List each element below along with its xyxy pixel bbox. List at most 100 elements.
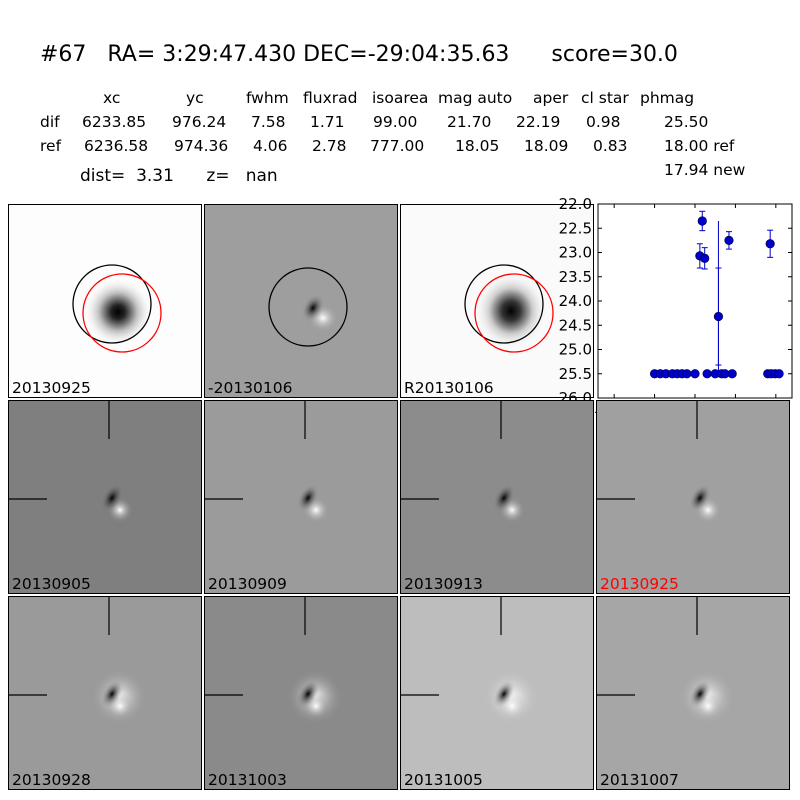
data-point [713,311,724,322]
data-point [682,369,692,379]
cell: 6233.85 [82,113,147,131]
stamp-label: 20130925 [600,575,679,593]
residual-black [689,484,711,512]
reference-image [464,264,554,353]
data-point [690,369,700,379]
stamp-label: 20131005 [404,771,483,789]
col-isoarea: isoarea [372,89,429,107]
stamp-panel: 20130909 [204,400,398,594]
cell: 18.05 [455,137,500,155]
col-xc: xc [103,89,121,107]
red-circle [474,273,554,353]
col-yc: yc [186,89,204,107]
col-mag-auto: mag auto [438,89,513,107]
stamp-panel: 20131007 [596,596,790,790]
stamp-label: 20130928 [12,771,91,789]
cell: 0.98 [586,113,621,131]
light-curve-plot: 22.022.523.023.524.024.525.025.526.0−100… [559,195,793,421]
data-point [727,369,737,379]
black-circle [268,267,348,347]
residual-black [101,484,123,512]
residual-black [297,484,319,512]
search-image [72,264,162,353]
data-point [702,369,712,379]
search-image-panel: 20130925 [8,204,202,398]
difference-image [268,267,348,347]
data-point [700,253,710,263]
y-tick-label: 25.0 [559,341,592,359]
row-label: dif [40,113,60,131]
light-curve-svg: 22.022.523.023.524.024.525.025.526.0−100… [559,195,793,421]
stamp-panel: 20131005 [400,596,594,790]
dist-line: dist= 3.31 z= nan [80,166,278,186]
cell: 7.58 [251,113,286,131]
y-tick-label: 22.0 [559,195,592,213]
y-tick-label: 22.5 [559,219,592,237]
stamp-image [205,401,329,523]
cell: 4.06 [253,137,288,155]
source-blob [475,273,547,349]
stamp-image [401,401,525,523]
residual-black [493,484,515,512]
stamp-panel: 20130925 [596,400,790,594]
col-cl-star: cl star [581,89,629,107]
stamp-image [205,597,343,725]
cell: 0.83 [593,137,628,155]
cell: 22.19 [516,113,561,131]
y-tick-label: 25.5 [559,365,592,383]
black-circle [464,264,544,344]
data-point [765,239,775,249]
red-circle [82,273,162,353]
residual-black [101,680,123,708]
col-fluxrad: fluxrad [303,89,358,107]
stamp-panel: 20130905 [8,400,202,594]
stamp-image [597,401,721,523]
page-title: #67 RA= 3:29:47.430 DEC=-29:04:35.63 sco… [40,42,678,67]
source-blob [84,278,152,346]
black-circle [72,264,152,344]
plot-frame [597,203,793,399]
cell: 18.00 ref [664,137,735,155]
panel-label: -20130106 [208,379,293,397]
panel-label: 20130925 [12,379,91,397]
cell: 6236.58 [84,137,149,155]
cell: 1.71 [310,113,345,131]
cell: 974.36 [174,137,229,155]
data-point [774,369,784,379]
stamp-image [9,401,133,523]
cell: 18.09 [524,137,569,155]
y-tick-label: 23.5 [559,268,592,286]
residual-black [297,680,319,708]
stamp-panel: 20130928 [8,596,202,790]
stamp-label: 20131007 [600,771,679,789]
cell: 976.24 [172,113,227,131]
col-phmag: phmag [640,89,695,107]
new-mag: 17.94 new [664,161,746,179]
stamp-panel: 20130913 [400,400,594,594]
stamp-label: 20130909 [208,575,287,593]
difference-image-panel: -20130106 [204,204,398,398]
y-tick-label: 24.5 [559,316,592,334]
reference-image-panel: R20130106 [400,204,594,398]
stamp-label: 20130913 [404,575,483,593]
data-point [697,216,707,226]
cell: 21.70 [447,113,492,131]
stamp-label: 20130905 [12,575,91,593]
y-tick-label: 24.0 [559,292,592,310]
stamp-image [597,597,735,725]
residual-black [493,680,515,708]
row-label: ref [40,137,62,155]
cell: 25.50 [664,113,709,131]
stamp-image [401,597,539,725]
stamp-image [9,597,147,725]
stamp-label: 20131003 [208,771,287,789]
col-aper: aper [533,89,569,107]
cell: 2.78 [312,137,347,155]
stamp-panel: 20131003 [204,596,398,790]
data-point [724,235,734,245]
cell: 777.00 [370,137,425,155]
residual-black [689,680,711,708]
panel-label: R20130106 [404,379,494,397]
col-fwhm: fwhm [246,89,289,107]
cell: 99.00 [373,113,418,131]
